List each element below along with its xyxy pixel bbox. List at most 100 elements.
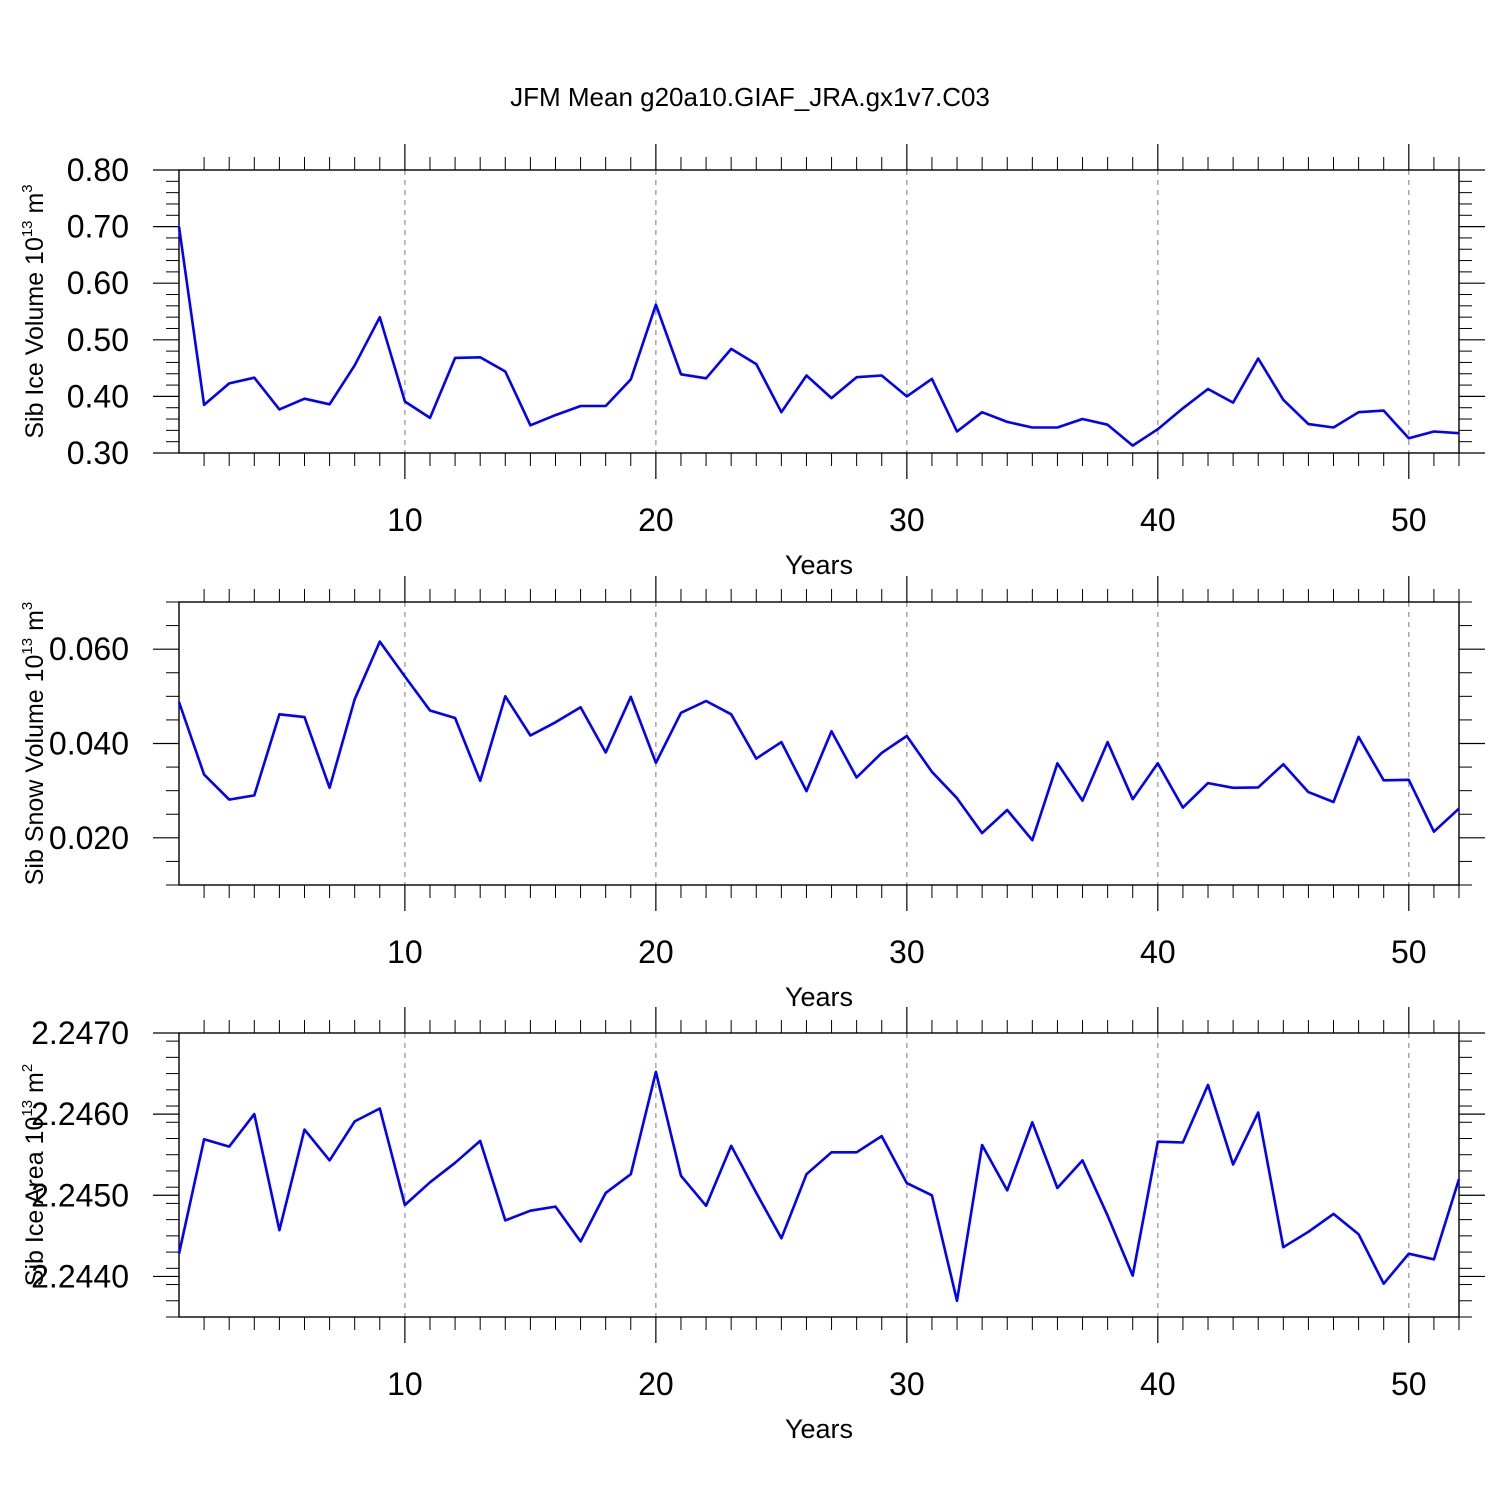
data-point bbox=[779, 1236, 783, 1240]
data-point bbox=[1457, 431, 1461, 435]
panel-2: 10 20 30 40 50 0.020 0.040 0.060 Years Sib Snow V… bbox=[19, 576, 1485, 1012]
data-point bbox=[202, 773, 206, 777]
x-tick-label: 10 bbox=[387, 1366, 423, 1402]
data-point bbox=[1181, 406, 1185, 410]
data-point bbox=[503, 1218, 507, 1222]
x-tick-label: 50 bbox=[1391, 1366, 1427, 1402]
x-tick-label: 30 bbox=[889, 1366, 925, 1402]
data-point bbox=[579, 705, 583, 709]
series-line bbox=[177, 640, 1460, 842]
data-point bbox=[1055, 426, 1059, 430]
data-point bbox=[579, 404, 583, 408]
data-point bbox=[905, 394, 909, 398]
y-tick-label: 0.30 bbox=[67, 435, 129, 471]
y-tick-label: 0.60 bbox=[67, 265, 129, 301]
data-point bbox=[679, 1174, 683, 1178]
y-axis-label: Sib Snow Volume 1013 m3 bbox=[19, 602, 49, 886]
data-point bbox=[177, 225, 181, 229]
data-point bbox=[177, 700, 181, 704]
data-point bbox=[1156, 1140, 1160, 1144]
panel-3: 10 20 30 40 50 2.2440 2.2450 2.2460 2.2470 Years S… bbox=[19, 1007, 1485, 1444]
data-point bbox=[754, 1191, 758, 1195]
data-point bbox=[1106, 740, 1110, 744]
data-point bbox=[478, 779, 482, 783]
y-tick-label: 0.80 bbox=[67, 152, 129, 188]
data-point bbox=[880, 751, 884, 755]
data-point bbox=[428, 1180, 432, 1184]
series-line bbox=[177, 1070, 1461, 1303]
data-point bbox=[704, 699, 708, 703]
data-point bbox=[1432, 830, 1436, 834]
data-point bbox=[403, 1203, 407, 1207]
data-point bbox=[1407, 778, 1411, 782]
data-point bbox=[252, 793, 256, 797]
data-point bbox=[328, 1158, 332, 1162]
data-point bbox=[428, 416, 432, 420]
data-point bbox=[880, 1134, 884, 1138]
y-tick-label: 0.50 bbox=[67, 322, 129, 358]
data-point bbox=[1332, 426, 1336, 430]
x-tick-label: 20 bbox=[638, 1366, 674, 1402]
y-tick-label: 0.70 bbox=[67, 209, 129, 245]
data-point bbox=[1332, 1212, 1336, 1216]
data-point bbox=[277, 712, 281, 716]
data-point bbox=[1281, 1245, 1285, 1249]
series-line bbox=[177, 226, 1460, 447]
data-point bbox=[980, 410, 984, 414]
data-point bbox=[955, 1299, 959, 1303]
data-point bbox=[1005, 1188, 1009, 1192]
data-point bbox=[1281, 398, 1285, 402]
figure-title: JFM Mean g20a10.GIAF_JRA.gx1v7.C03 bbox=[510, 82, 990, 112]
data-point bbox=[830, 396, 834, 400]
x-tick-label: 50 bbox=[1391, 934, 1427, 970]
data-point bbox=[1306, 1230, 1310, 1234]
data-point bbox=[328, 402, 332, 406]
data-point bbox=[453, 716, 457, 720]
data-point bbox=[830, 729, 834, 733]
data-point bbox=[353, 363, 357, 367]
y-tick-label: 0.40 bbox=[67, 378, 129, 414]
data-point bbox=[704, 1204, 708, 1208]
data-point bbox=[654, 303, 658, 307]
data-point bbox=[227, 381, 231, 385]
y-tick-label: 2.2460 bbox=[31, 1096, 129, 1132]
data-point bbox=[553, 720, 557, 724]
x-axis-label: Years bbox=[785, 1414, 853, 1444]
data-point bbox=[654, 1070, 658, 1074]
data-point bbox=[1382, 409, 1386, 413]
data-point bbox=[679, 711, 683, 715]
data-point bbox=[553, 413, 557, 417]
data-point bbox=[1081, 799, 1085, 803]
data-point bbox=[227, 798, 231, 802]
data-point bbox=[654, 761, 658, 765]
data-point bbox=[1357, 735, 1361, 739]
data-point bbox=[1131, 1274, 1135, 1278]
data-point bbox=[779, 410, 783, 414]
data-point bbox=[1256, 1111, 1260, 1115]
data-point bbox=[629, 695, 633, 699]
data-point bbox=[604, 1191, 608, 1195]
data-point bbox=[880, 373, 884, 377]
data-point bbox=[1206, 781, 1210, 785]
data-point bbox=[1030, 838, 1034, 842]
data-point bbox=[1382, 778, 1386, 782]
x-tick-label: 30 bbox=[889, 934, 925, 970]
data-point bbox=[1206, 1083, 1210, 1087]
data-point bbox=[1181, 1141, 1185, 1145]
data-point bbox=[503, 694, 507, 698]
data-point bbox=[1156, 761, 1160, 765]
data-point bbox=[729, 347, 733, 351]
data-point bbox=[1081, 1158, 1085, 1162]
y-tick-label: 2.2450 bbox=[31, 1177, 129, 1213]
data-point bbox=[629, 1172, 633, 1176]
data-point bbox=[855, 775, 859, 779]
data-point bbox=[1106, 423, 1110, 427]
x-tick-label: 40 bbox=[1140, 934, 1176, 970]
data-point bbox=[1306, 422, 1310, 426]
data-point bbox=[252, 1112, 256, 1116]
panel-1: 10 20 30 40 50 0.30 0.40 0.50 0.60 0.70 0.80 Years S… bbox=[19, 144, 1485, 580]
data-point bbox=[729, 1144, 733, 1148]
data-point bbox=[629, 377, 633, 381]
data-point bbox=[227, 1145, 231, 1149]
data-point bbox=[1005, 420, 1009, 424]
